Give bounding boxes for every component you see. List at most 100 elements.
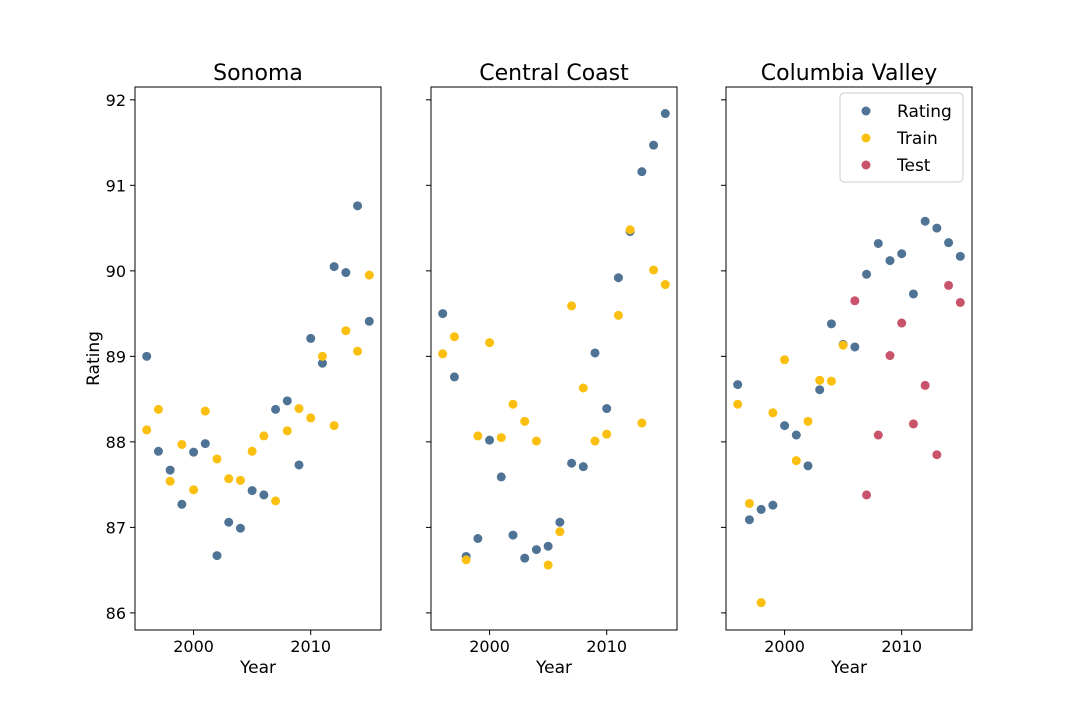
x-tick-label: 2010 xyxy=(290,637,331,656)
point-train xyxy=(317,351,327,361)
point-rating xyxy=(329,262,339,272)
x-axis-label: Year xyxy=(239,658,276,678)
legend-marker-test xyxy=(861,160,871,170)
point-rating xyxy=(920,216,930,226)
point-test xyxy=(897,318,907,328)
point-train xyxy=(438,349,448,359)
point-rating xyxy=(660,109,670,119)
point-train xyxy=(271,496,281,506)
point-train xyxy=(625,225,635,235)
point-rating xyxy=(567,458,577,468)
point-rating xyxy=(259,490,269,500)
point-rating xyxy=(768,500,778,510)
legend-label-train: Train xyxy=(896,129,938,149)
plot-frame xyxy=(725,86,973,631)
point-rating xyxy=(177,499,187,509)
plot-frame xyxy=(134,86,382,631)
point-rating xyxy=(602,404,612,414)
point-train xyxy=(329,421,339,431)
point-train xyxy=(815,375,825,385)
point-train xyxy=(165,476,175,486)
point-train xyxy=(590,436,600,446)
point-train xyxy=(259,431,269,441)
point-rating xyxy=(613,273,623,283)
x-tick-label: 2000 xyxy=(764,637,805,656)
point-rating xyxy=(944,238,954,248)
point-rating xyxy=(531,545,541,555)
point-test xyxy=(944,280,954,290)
x-axis-label: Year xyxy=(535,658,572,678)
point-test xyxy=(920,380,930,390)
point-test xyxy=(885,351,895,361)
point-train xyxy=(341,326,351,336)
point-rating xyxy=(438,309,448,319)
point-test xyxy=(850,296,860,306)
point-train xyxy=(543,560,553,570)
point-train xyxy=(520,416,530,426)
point-train xyxy=(282,426,292,436)
point-train xyxy=(153,404,163,414)
point-rating xyxy=(341,268,351,278)
point-rating xyxy=(364,316,374,326)
point-rating xyxy=(212,551,222,561)
point-rating xyxy=(508,530,518,540)
legend-marker-rating xyxy=(861,106,871,116)
point-rating xyxy=(850,342,860,352)
panel-1: Sonoma 86 87 88 89 90 91 92 2000 2010 Year xyxy=(106,61,382,678)
point-rating xyxy=(200,439,210,449)
point-train xyxy=(803,416,813,426)
point-rating xyxy=(543,541,553,551)
point-rating xyxy=(815,385,825,395)
point-rating xyxy=(578,462,588,472)
point-rating xyxy=(897,249,907,259)
point-rating xyxy=(932,223,942,233)
plot-frame xyxy=(430,86,678,631)
point-train xyxy=(496,433,506,443)
point-rating xyxy=(590,348,600,358)
point-train xyxy=(578,383,588,393)
point-rating xyxy=(555,517,565,527)
x-axis-label: Year xyxy=(830,658,867,678)
point-test xyxy=(955,297,965,307)
point-rating xyxy=(282,396,292,406)
point-train xyxy=(838,340,848,350)
point-rating xyxy=(862,269,872,279)
point-test xyxy=(873,430,883,440)
y-tick-label: 91 xyxy=(106,176,126,195)
point-rating xyxy=(873,238,883,248)
panel-title: Columbia Valley xyxy=(761,61,937,86)
point-train xyxy=(189,485,199,495)
point-rating xyxy=(317,358,327,368)
legend-label-rating: Rating xyxy=(897,102,952,122)
point-train xyxy=(756,598,766,608)
point-test xyxy=(932,450,942,460)
point-rating xyxy=(756,504,766,514)
point-train xyxy=(555,527,565,537)
legend: Rating Train Test xyxy=(839,92,964,183)
point-train xyxy=(485,338,495,348)
point-rating xyxy=(780,421,790,431)
y-tick-label: 86 xyxy=(106,604,126,623)
point-train xyxy=(294,404,304,414)
y-tick-label: 88 xyxy=(106,433,126,452)
point-train xyxy=(224,474,234,484)
point-rating xyxy=(803,461,813,471)
point-train xyxy=(780,355,790,365)
point-rating xyxy=(247,486,257,496)
point-rating xyxy=(637,167,647,177)
point-rating xyxy=(520,553,530,563)
point-train xyxy=(235,475,245,485)
point-rating xyxy=(908,289,918,299)
point-train xyxy=(637,418,647,428)
panel-3: Columbia Valley 2000 2010 Year xyxy=(721,61,973,678)
point-train xyxy=(660,280,670,290)
y-tick-label: 90 xyxy=(106,262,126,281)
point-rating xyxy=(496,472,506,482)
point-train xyxy=(177,439,187,449)
point-rating xyxy=(224,517,234,527)
point-train xyxy=(613,310,623,320)
y-tick-label: 89 xyxy=(106,347,126,366)
point-train xyxy=(142,425,152,435)
point-rating xyxy=(153,446,163,456)
